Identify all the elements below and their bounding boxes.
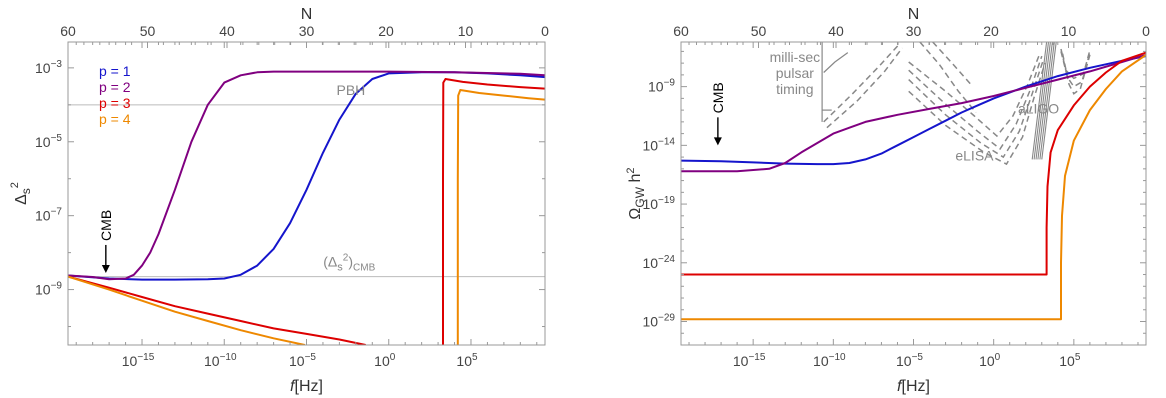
legend-entry: p = 2 <box>99 79 131 95</box>
elisa-curve <box>932 42 974 88</box>
detector-label: aLIGO <box>1018 101 1059 117</box>
band-curve <box>1031 42 1048 160</box>
top-tick-label: 50 <box>140 23 156 39</box>
series-group <box>681 51 1146 321</box>
cmb-label: CMB <box>710 82 726 113</box>
y-tick-label: 10−5 <box>35 133 62 150</box>
x-axis-title: f[Hz] <box>897 378 930 395</box>
y-tick-label: 10−7 <box>35 207 62 224</box>
pta-curve <box>823 43 900 123</box>
y-tick-label: 10−29 <box>642 313 675 330</box>
y-axis-title: Δs2 <box>9 182 33 205</box>
top-axis-title: N <box>301 6 313 23</box>
top-tick-label: 10 <box>458 23 474 39</box>
band-curve <box>1033 42 1050 160</box>
top-tick-label: 0 <box>541 23 549 39</box>
series-group <box>68 70 545 345</box>
series-line-p=3-2 <box>681 51 1146 276</box>
pta-curve <box>823 52 849 73</box>
series-line-p=3-2 <box>68 275 366 345</box>
x-tick-label: 10−10 <box>204 352 237 369</box>
x-tick-label: 10−15 <box>733 352 766 369</box>
y-tick-label: 10−3 <box>35 59 62 76</box>
x-tick-label: 105 <box>1059 352 1081 369</box>
top-tick-label: 0 <box>1142 23 1150 39</box>
top-tick-label: 40 <box>828 23 844 39</box>
series-line-p=3-3 <box>442 78 545 345</box>
cmb-label: CMB <box>98 210 114 241</box>
x-tick-label: 10−5 <box>896 352 923 369</box>
plot-frame <box>680 41 1147 346</box>
elisa-curve <box>908 55 1043 150</box>
x-tick-label: 10−5 <box>289 352 316 369</box>
detector-label: eLISA <box>955 148 994 164</box>
reference-line-label-1: (Δs2)CMB <box>323 253 375 274</box>
series-line-p=1-0 <box>681 55 1146 166</box>
top-tick-label: 20 <box>378 23 394 39</box>
y-tick-label: 10−24 <box>642 254 675 271</box>
reference-line-label-0: PBH <box>337 82 366 98</box>
series-line-p=1-0 <box>68 71 545 281</box>
legend-entry: p = 4 <box>99 111 131 127</box>
top-tick-label: 60 <box>60 23 76 39</box>
detector-label: timing <box>776 81 813 97</box>
series-line-p=4-3 <box>681 54 1146 321</box>
top-tick-label: 60 <box>673 23 689 39</box>
elisa-curve <box>908 62 1046 166</box>
band-curve <box>1037 42 1053 160</box>
band-curve <box>1041 42 1057 160</box>
detector-label: pulsar <box>776 65 814 81</box>
x-axis-title: f[Hz] <box>290 378 323 395</box>
top-tick-label: 40 <box>219 23 235 39</box>
x-tick-label: 10−15 <box>122 352 155 369</box>
x-tick-label: 100 <box>979 352 1001 369</box>
detector-curves <box>821 42 1091 166</box>
y-tick-label: 10−9 <box>648 78 675 95</box>
elisa-curve <box>919 42 977 113</box>
elisa-curve <box>908 52 1041 138</box>
y-tick-label: 10−9 <box>35 281 62 298</box>
series-line-p=4-4 <box>68 275 306 345</box>
series-line-p=2-1 <box>681 53 1146 173</box>
detector-label: milli-sec <box>770 49 821 65</box>
top-axis-title: N <box>908 6 920 23</box>
top-tick-label: 20 <box>983 23 999 39</box>
elisa-curve <box>908 59 1045 159</box>
cmb-arrow-head <box>101 264 110 273</box>
top-tick-label: 50 <box>751 23 767 39</box>
x-tick-label: 100 <box>374 352 396 369</box>
pta-curve <box>826 47 903 129</box>
legend-entry: p = 3 <box>99 95 131 111</box>
top-tick-label: 10 <box>1061 23 1077 39</box>
band-curve <box>1035 42 1051 160</box>
cmb-arrow-head <box>713 137 722 146</box>
legend-entry: p = 1 <box>99 63 131 79</box>
y-tick-label: 10−19 <box>642 195 675 212</box>
series-line-p=4-5 <box>456 89 545 345</box>
x-tick-label: 10−10 <box>813 352 846 369</box>
series-line-p=2-1 <box>68 70 545 281</box>
band-curve <box>1039 42 1055 160</box>
top-tick-label: 30 <box>299 23 315 39</box>
y-tick-label: 10−14 <box>642 136 675 153</box>
top-tick-label: 30 <box>906 23 922 39</box>
y-axis-title: ΩGW h2 <box>625 167 647 219</box>
x-tick-label: 105 <box>456 352 478 369</box>
